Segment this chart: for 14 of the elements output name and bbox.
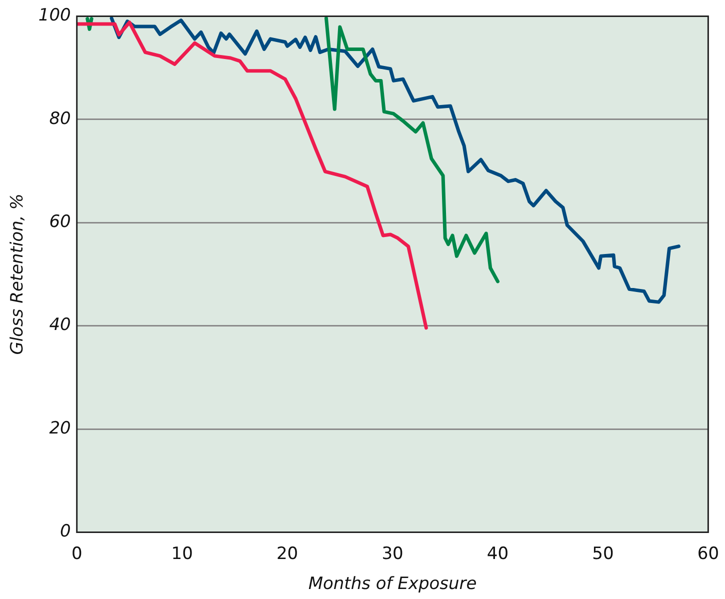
y-axis-title: Gloss Retention, % [8, 194, 28, 355]
y-tick-label: 60 [49, 212, 71, 232]
x-axis-title: Months of Exposure [308, 574, 477, 594]
y-tick-label: 80 [49, 108, 71, 129]
y-tick-label: 100 [38, 6, 71, 26]
x-tick-label: 60 [697, 544, 720, 564]
y-tick-label: 40 [49, 315, 71, 336]
x-tick-label: 40 [486, 544, 509, 564]
x-tick-label: 30 [382, 544, 404, 564]
y-tick-label: 0 [60, 522, 71, 542]
x-tick-label: 20 [276, 544, 298, 564]
x-tick-label: 50 [592, 544, 614, 564]
x-tick-label: 10 [171, 544, 193, 564]
y-tick-label: 20 [49, 418, 71, 438]
